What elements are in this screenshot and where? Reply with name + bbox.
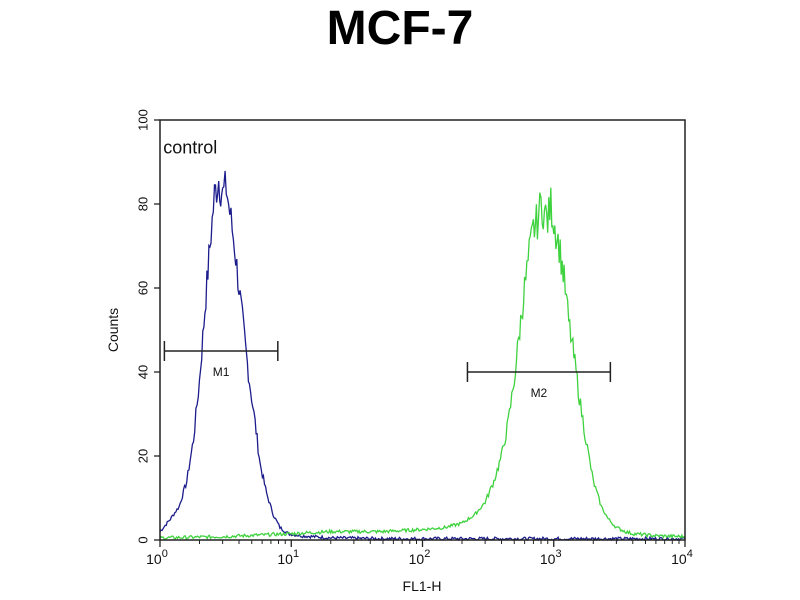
x-tick-label: 104 <box>671 548 693 567</box>
series-layer <box>159 170 686 542</box>
chart-title: MCF-7 <box>326 2 474 55</box>
x-tick-label: 102 <box>409 548 431 567</box>
plot-frame <box>159 119 686 541</box>
y-tick-label: 100 <box>135 109 150 131</box>
y-axis-label: Counts <box>105 308 121 352</box>
y-tick-label: 60 <box>135 281 150 295</box>
x-tick-label: 100 <box>146 548 168 567</box>
marker-label: M1 <box>213 365 230 379</box>
y-tick-label: 40 <box>135 365 150 379</box>
axis-layer: 0 20 40 60 80 100 100 101 102 103 104 control <box>135 109 692 567</box>
x-axis-label: FL1-H <box>403 578 442 594</box>
series-line-2 <box>159 187 686 541</box>
marker-label: M2 <box>531 386 548 400</box>
x-tick-label: 101 <box>277 548 299 567</box>
x-tick-label: 103 <box>540 548 562 567</box>
series-line-1 <box>159 170 686 542</box>
y-tick-label: 20 <box>135 449 150 463</box>
y-tick-label: 0 <box>135 536 150 543</box>
y-tick-label: 80 <box>135 197 150 211</box>
marker-layer: M1 M2 <box>163 341 612 400</box>
annotation-control: control <box>163 138 217 158</box>
